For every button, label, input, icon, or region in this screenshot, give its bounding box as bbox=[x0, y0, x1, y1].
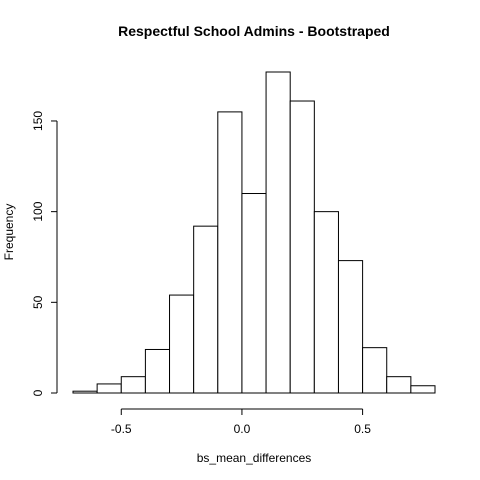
histogram-bar bbox=[265, 71, 291, 394]
histogram-bar bbox=[193, 225, 219, 394]
x-tick-label: 0.5 bbox=[354, 422, 371, 436]
histogram-bar bbox=[96, 383, 122, 394]
histogram-bar bbox=[362, 347, 388, 394]
histogram-bar bbox=[144, 348, 171, 394]
histogram-bar bbox=[386, 376, 412, 394]
y-tick-label: 100 bbox=[31, 201, 45, 221]
chart-title: Respectful School Admins - Bootstraped bbox=[118, 23, 390, 39]
histogram-bar bbox=[241, 193, 267, 394]
y-tick-label: 0 bbox=[31, 389, 45, 396]
histogram-bars bbox=[72, 71, 436, 394]
y-axis: 0 50 100 150 bbox=[31, 111, 58, 396]
histogram-bar bbox=[313, 211, 339, 394]
histogram-bar bbox=[169, 294, 195, 394]
y-tick-label: 150 bbox=[31, 111, 45, 131]
x-tick-label: 0.0 bbox=[234, 422, 251, 436]
x-axis-label: bs_mean_differences bbox=[197, 451, 312, 465]
x-tick-label: -0.5 bbox=[111, 422, 132, 436]
histogram-bar bbox=[410, 385, 436, 394]
y-tick-label: 50 bbox=[31, 295, 45, 309]
x-axis: -0.5 0.0 0.5 bbox=[111, 408, 371, 436]
y-axis-label: Frequency bbox=[2, 204, 16, 261]
histogram-bar bbox=[289, 100, 315, 394]
histogram-bar bbox=[337, 260, 364, 394]
histogram-bar bbox=[72, 390, 98, 394]
histogram-bar bbox=[120, 376, 146, 394]
histogram-bar bbox=[217, 111, 243, 394]
